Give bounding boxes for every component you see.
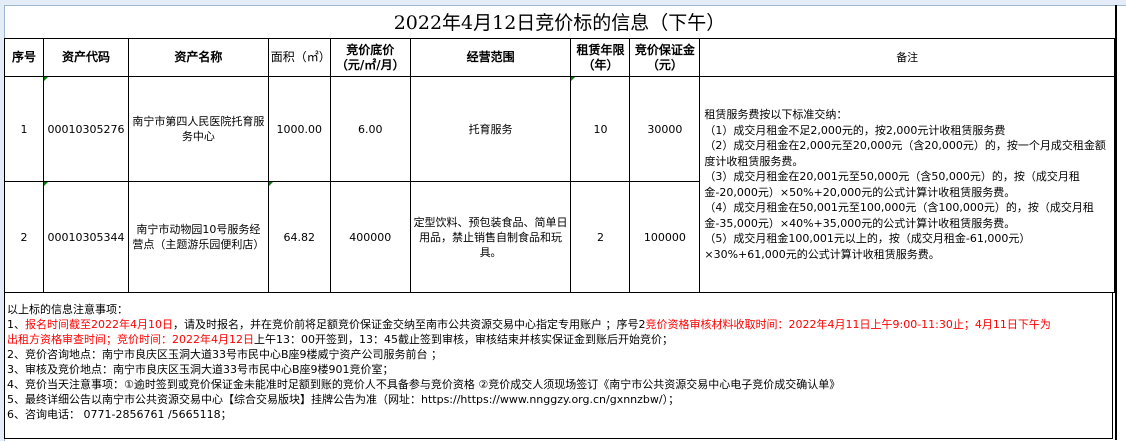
header-row: 序号 资产代码 资产名称 面积（㎡） 竞价底价（元/㎡/月） 经营范围 租赁年限… <box>4 38 1115 77</box>
cell-years[interactable]: 2 <box>570 181 631 293</box>
notes-heading: 以上标的信息注意事项： <box>7 303 128 316</box>
cell-scope[interactable]: 托育服务 <box>409 76 572 182</box>
cell-area[interactable]: 1000.00 <box>267 76 331 182</box>
remark-line: （1）成交月租金不足2,000元的，按2,000元计收租赁服务费 <box>704 123 1006 137</box>
cell-deposit[interactable]: 100000 <box>629 181 701 293</box>
remark-line: （2）成交月租金在2,000元至20,000元（含20,000元）的，按一个月成… <box>704 139 1106 168</box>
note-text: 上午13：00开签到，13：45截止签到审核，审核结束并核实保证金到账后开始竞价… <box>254 333 673 346</box>
note-2: 2、竞价咨询地点：南宁市良庆区玉洞大道33号市民中心B座9楼威宁资产公司服务前台… <box>7 348 443 361</box>
cell-area[interactable]: 64.82 <box>267 181 331 293</box>
header-cell[interactable]: 竞价保证金（元） <box>629 38 701 77</box>
header-cell[interactable]: 经营范围 <box>409 38 572 77</box>
cell-name[interactable]: 南宁市第四人民医院托育服务中心 <box>127 76 269 182</box>
header-cell[interactable]: 租赁年限（年） <box>570 38 631 77</box>
cell-code[interactable]: 00010305276 <box>42 76 129 182</box>
cell-years[interactable]: 10 <box>570 76 631 182</box>
sheet-title[interactable]: 2022年4月12日竞价标的信息（下午） <box>393 12 726 34</box>
cell-code[interactable]: 00010305344 <box>42 181 129 293</box>
header-cell[interactable]: 竞价底价（元/㎡/月） <box>329 38 411 77</box>
column-header-bar[interactable] <box>0 0 1126 6</box>
cell-scope[interactable]: 定型饮料、预包装食品、简单日用品，禁止销售自制食品和玩具。 <box>409 181 572 293</box>
remark-line: （3）成交月租金在20,001元至50,000元（含50,000元）的，按（成交… <box>704 170 1080 199</box>
table-row: 2 00010305344 南宁市动物园10号服务经营点（主题游乐园便利店） 6… <box>4 181 1115 293</box>
cell-price[interactable]: 6.00 <box>329 76 411 182</box>
remark-line: （5）成交月租金100,001元以上的，按（成交月租金-61,000元）×30%… <box>704 232 1031 261</box>
note-5: 5、最终详细公告以南宁市公共资源交易中心【综合交易版块】挂牌公告为准（网址：ht… <box>7 393 680 406</box>
remark-line: （4）成交月租金在50,001元至100,000元（含100,000元）的，按（… <box>704 201 1094 230</box>
header-cell[interactable]: 序号 <box>4 38 44 77</box>
table-row: 1 00010305276 南宁市第四人民医院托育服务中心 1000.00 6.… <box>4 76 1115 293</box>
header-cell[interactable]: 面积（㎡） <box>267 38 331 77</box>
note-3: 3、审核及竞价地点：南宁市良庆区玉洞大道33号市民中心B座9楼901竞价室； <box>7 363 394 376</box>
cell-remark[interactable]: 租赁服务费按以下标准交纳： （1）成交月租金不足2,000元的，按2,000元计… <box>699 76 1115 293</box>
note-text: 1、 <box>7 318 25 331</box>
note-4: 4、竞价当天注意事项：①逾时签到或竞价保证金未能准时足额到账的竞价人不具备参与竞… <box>7 378 841 391</box>
note-highlight: 竞价资格审核材料收取时间：2022年4月11日上午9:00-11:30止；4月1… <box>645 318 1051 331</box>
cell-deposit[interactable]: 30000 <box>629 76 701 182</box>
cell-name[interactable]: 南宁市动物园10号服务经营点（主题游乐园便利店） <box>127 181 269 293</box>
header-cell[interactable]: 备注 <box>699 38 1115 77</box>
note-text: ，请及时报名，并在竞价前将足额竞价保证金交纳至南市公共资源交易中心指定专用账户 … <box>173 318 646 331</box>
header-cell[interactable]: 资产名称 <box>127 38 269 77</box>
note-highlight: 出租方资格审查时间；竞价时间：2022年4月12日 <box>7 333 254 346</box>
notes-cell[interactable]: 以上标的信息注意事项： 1、报名时间截至2022年4月10日，请及时报名，并在竞… <box>4 292 1113 439</box>
note-highlight: 报名时间截至2022年4月10日 <box>25 318 173 331</box>
cell-no[interactable]: 1 <box>4 76 44 182</box>
note-1: 1、报名时间截至2022年4月10日，请及时报名，并在竞价前将足额竞价保证金交纳… <box>7 317 1110 332</box>
header-cell[interactable]: 资产代码 <box>42 38 129 77</box>
remark-line: 租赁服务费按以下标准交纳： <box>704 108 848 121</box>
note-6: 6、咨询电话： 0771-2856761 /5665118； <box>7 408 232 421</box>
spreadsheet: 2022年4月12日竞价标的信息（下午） 序号 资产代码 资产名称 面积（㎡） … <box>4 5 1117 440</box>
auction-table: 序号 资产代码 资产名称 面积（㎡） 竞价底价（元/㎡/月） 经营范围 租赁年限… <box>4 38 1115 293</box>
cell-price[interactable]: 400000 <box>329 181 411 293</box>
note-1-cont: 出租方资格审查时间；竞价时间：2022年4月12日上午13：00开签到，13：4… <box>7 332 1110 347</box>
cell-no[interactable]: 2 <box>4 181 44 293</box>
